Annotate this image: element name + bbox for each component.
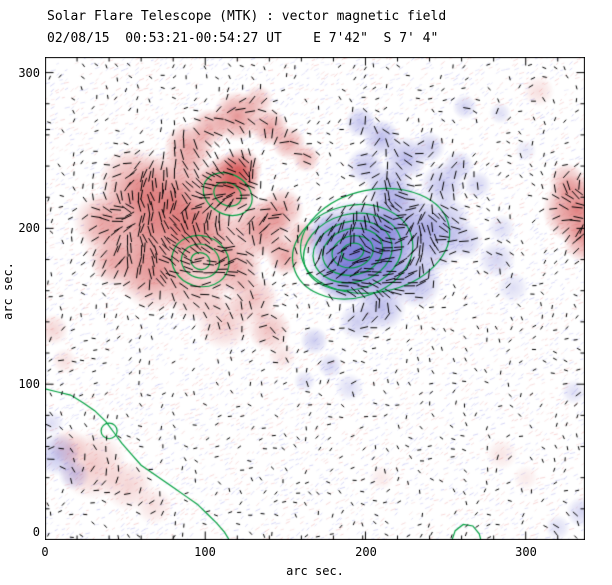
x-tick-label-300: 300 [515,545,537,559]
x-tick-label-200: 200 [355,545,377,559]
y-axis-label: arc sec. [1,262,15,320]
figure-subtitle: 02/08/15 00:53:21-00:54:27 UT E 7'42" S … [47,31,439,46]
x-tick-label-0: 0 [41,545,49,559]
x-tick-label-100: 100 [194,545,216,559]
magnetogram-canvas [45,57,585,540]
y-tick-label-0: 0 [32,525,40,539]
y-tick-label-200: 200 [18,221,40,235]
y-tick-label-100: 100 [18,377,40,391]
figure-title: Solar Flare Telescope (MTK) : vector mag… [47,9,447,24]
y-tick-label-300: 300 [18,66,40,80]
x-axis-label: arc sec. [286,564,344,578]
